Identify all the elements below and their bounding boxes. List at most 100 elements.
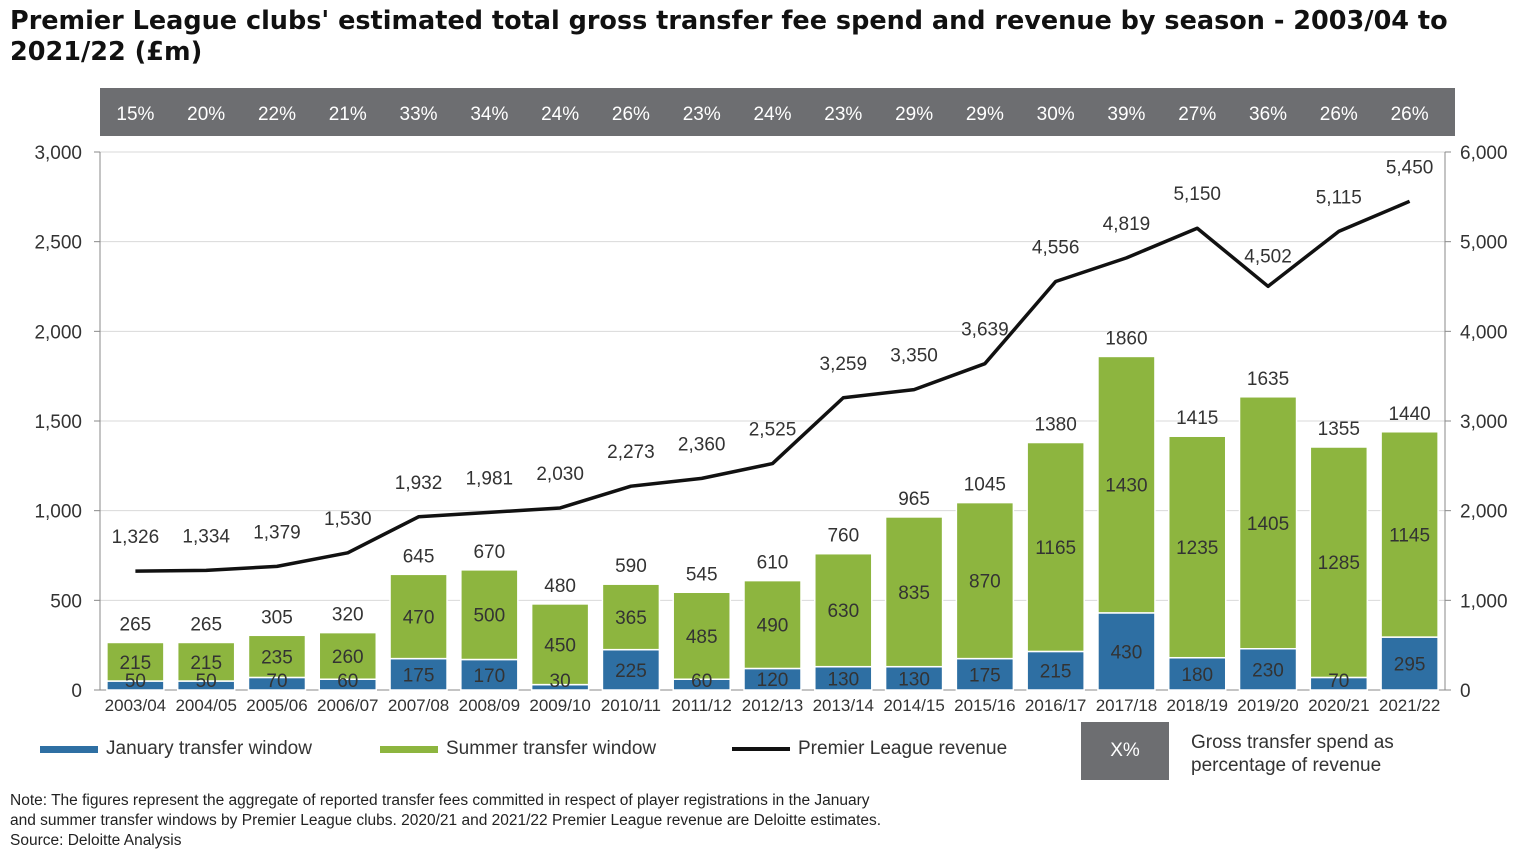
percentage-strip: 15% 20% 22% 21% 33% 34% 24% 26% 23% 24% 23% 29% 29% 3… [100,88,1455,136]
percentage-label: 29% [895,104,933,125]
summer-swatch [380,745,438,753]
january-swatch [40,745,98,753]
summer-bar [1026,441,1085,653]
footnote: Note: The figures represent the aggregat… [10,791,1110,851]
revenue-value-label: 1,334 [182,526,230,547]
summer-bar [389,573,448,660]
x-tick-label: 2008/09 [459,696,520,715]
x-tick-label: 2018/19 [1167,696,1228,715]
total-value-label: 645 [403,546,435,567]
january-value-label: 230 [1252,660,1284,681]
january-value-label: 30 [550,671,571,692]
y2-tick-label: 1,000 [1460,591,1508,612]
total-value-label: 670 [473,542,505,563]
percentage-legend-box: X% [1081,722,1169,780]
percentage-label: 27% [1178,104,1216,125]
january-value-label: 295 [1394,655,1426,676]
summer-value-label: 490 [757,616,789,637]
revenue-value-label: 1,379 [253,522,301,543]
summer-value-label: 1145 [1389,525,1430,546]
revenue-value-label: 2,360 [678,434,726,455]
summer-bar [247,634,307,679]
january-value-label: 225 [615,661,647,682]
percentage-label: 26% [1320,104,1358,125]
x-tick-label: 2021/22 [1379,696,1440,715]
january-bar [955,657,1015,691]
x-tick-label: 2010/11 [601,696,661,715]
x-tick-label: 2020/21 [1308,696,1369,715]
revenue-value-label: 3,639 [961,320,1009,341]
percentage-label: 29% [966,104,1004,125]
summer-value-label: 470 [403,607,435,628]
total-value-label: 1355 [1318,419,1360,440]
total-value-label: 320 [332,605,364,626]
percentage-label: 33% [400,104,438,125]
total-value-label: 545 [686,564,718,585]
summer-value-label: 1235 [1176,538,1218,559]
y-tick-label: 0 [71,681,82,702]
january-value-label: 50 [125,671,146,692]
summer-bar [530,603,590,686]
legend-item-summer: Summer transfer window [380,738,656,760]
revenue-swatch [732,747,790,751]
percentage-label: 23% [683,104,721,125]
percentage-label: 23% [824,104,862,125]
summer-bar [955,501,1015,660]
revenue-value-label: 5,115 [1316,187,1362,208]
percentage-legend-description: Gross transfer spend as percentage of re… [1191,732,1394,776]
january-value-label: 130 [898,669,930,690]
x-tick-label: 2005/06 [246,696,307,715]
total-value-label: 265 [190,614,222,635]
x-tick-label: 2004/05 [175,696,236,715]
total-value-label: 1635 [1247,369,1289,390]
january-bar [601,648,661,691]
percentage-label: 22% [258,104,296,125]
y-tick-label: 3,000 [34,143,82,164]
percentage-strip-background [100,88,1455,136]
axes: 0 500 1,000 1,500 2,000 2,500 3,000 0 1,000 2,000… [34,143,1507,715]
summer-bar [460,569,519,661]
summer-bar [1167,435,1227,659]
january-value-label: 170 [473,666,505,687]
summer-value-label: 1285 [1318,553,1360,574]
x-tick-label: 2014/15 [883,696,944,715]
total-value-label: 480 [544,576,576,597]
summer-value-label: 260 [332,647,364,668]
percentage-label: 36% [1249,104,1287,125]
total-value-label: 265 [120,614,152,635]
summer-value-label: 1430 [1105,476,1147,497]
summer-bar [743,579,802,670]
transfer-chart: 15% 20% 22% 21% 33% 34% 24% 26% 23% 24% 23% 29% 29% 3… [34,88,1508,715]
january-bar [1238,648,1298,691]
summer-value-label: 450 [544,635,576,656]
summer-bar [106,641,165,682]
total-value-label: 610 [757,553,789,574]
percentage-label: 30% [1037,104,1075,125]
y2-tick-label: 0 [1460,681,1471,702]
percentage-label: 24% [753,104,791,125]
legend: January transfer window Summer transfer … [0,722,1532,782]
total-value-label: 1380 [1035,415,1077,436]
revenue-value-label: 4,502 [1244,246,1292,267]
january-value-label: 175 [969,665,1001,686]
percentage-label: 15% [116,104,154,125]
revenue-value-label: 1,932 [395,473,443,494]
summer-value-label: 215 [190,653,222,674]
total-value-label: 590 [615,556,647,577]
y-tick-label: 500 [50,591,82,612]
percentage-label: 34% [470,104,508,125]
summer-value-label: 1165 [1035,538,1076,559]
y-tick-label: 2,500 [34,233,82,254]
x-tick-label: 2009/10 [529,696,590,715]
percentage-label: 20% [187,104,225,125]
legend-label-summer: Summer transfer window [446,738,657,759]
revenue-line-path [135,199,1411,573]
january-value-label: 215 [1040,662,1072,683]
january-bar [1380,636,1439,691]
summer-bar [318,631,378,680]
y2-tick-label: 3,000 [1460,412,1508,433]
summer-value-label: 485 [686,627,718,648]
revenue-value-label: 1,530 [324,509,372,530]
january-value-label: 120 [757,670,789,691]
summer-bar [1238,396,1298,650]
